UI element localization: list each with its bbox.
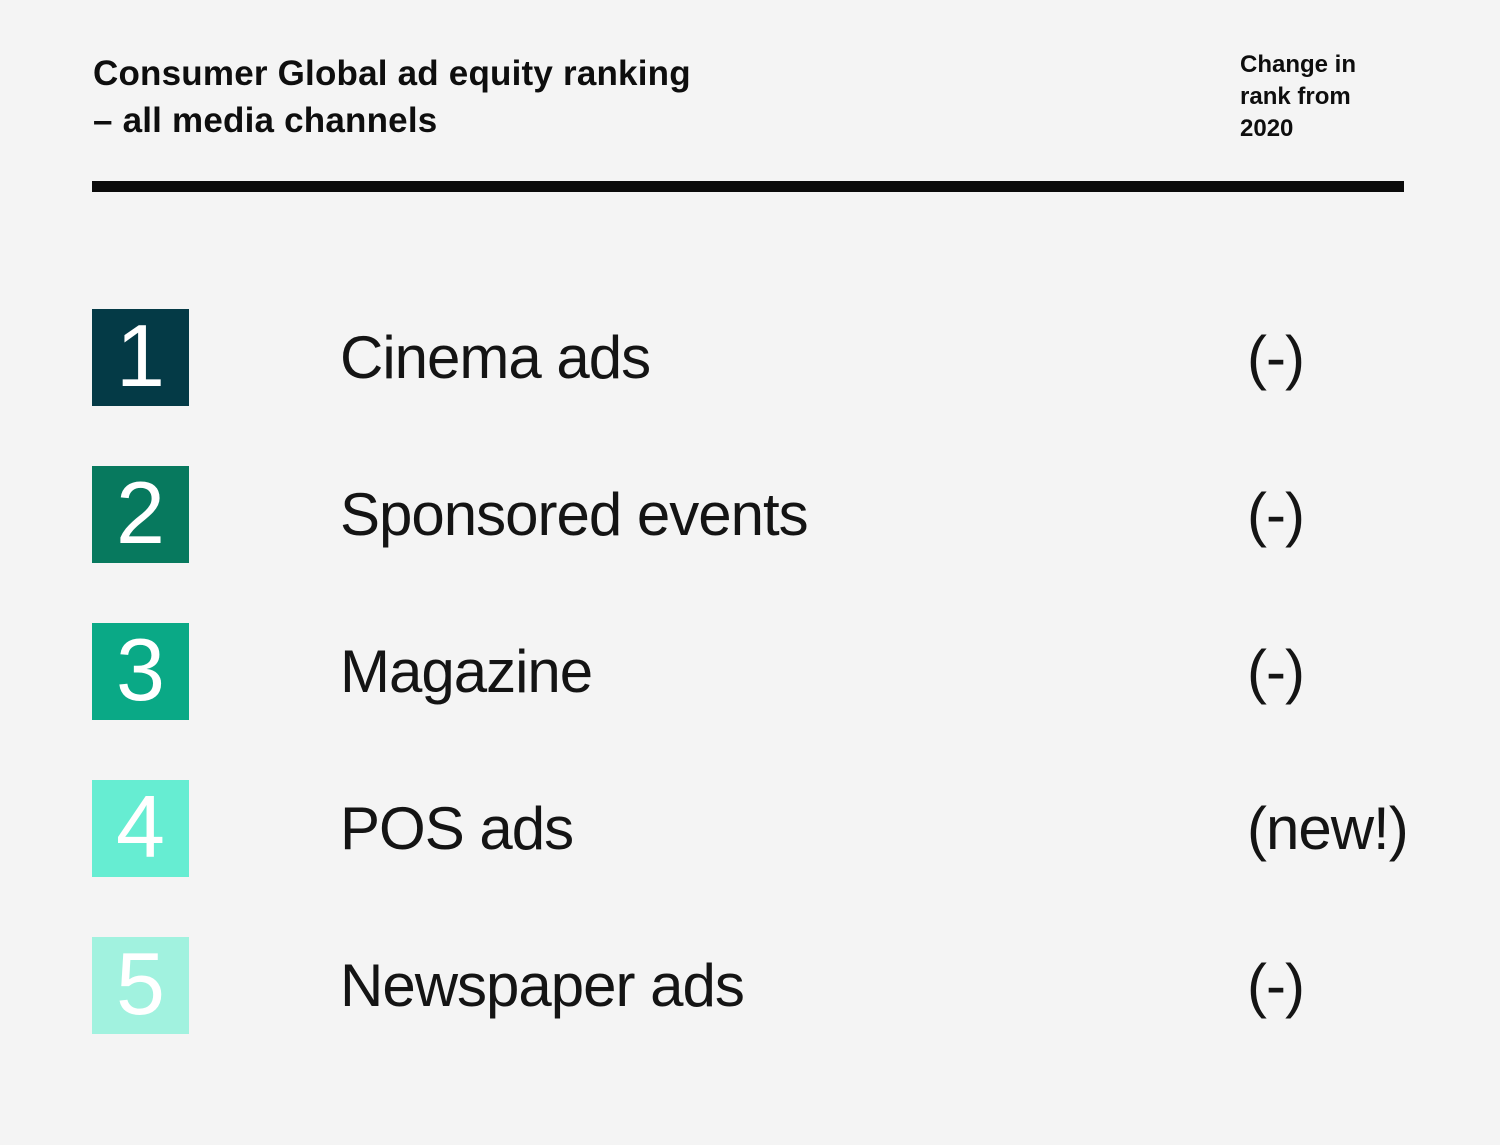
ranking-row: 3 Magazine (-) (92, 623, 1462, 720)
ranking-list: 1 Cinema ads (-) 2 Sponsored events (-) … (92, 309, 1462, 1094)
page-title-line1: Consumer Global ad equity ranking (93, 54, 691, 93)
change-indicator: (-) (1247, 952, 1305, 1019)
rank-badge: 5 (92, 937, 189, 1034)
channel-label: Sponsored events (340, 481, 809, 548)
rank-badge: 2 (92, 466, 189, 563)
channel-label: Magazine (340, 638, 593, 705)
change-indicator: (-) (1247, 638, 1305, 705)
ranking-row: 1 Cinema ads (-) (92, 309, 1462, 406)
ranking-row: 4 POS ads (new!) (92, 780, 1462, 877)
rank-badge: 3 (92, 623, 189, 720)
rank-number: 1 (116, 305, 165, 405)
change-indicator: (-) (1247, 481, 1305, 548)
rank-badge: 4 (92, 780, 189, 877)
change-indicator: (-) (1247, 324, 1305, 391)
change-indicator: (new!) (1247, 795, 1409, 862)
rank-number: 4 (116, 776, 165, 876)
ranking-row: 2 Sponsored events (-) (92, 466, 1462, 563)
header-divider-rule (92, 181, 1404, 192)
rank-number: 5 (116, 933, 165, 1033)
channel-label: Newspaper ads (340, 952, 745, 1019)
rank-badge: 1 (92, 309, 189, 406)
page-title: Consumer Global ad equity ranking – all … (93, 50, 691, 144)
ranking-row: 5 Newspaper ads (-) (92, 937, 1462, 1034)
rank-number: 3 (116, 619, 165, 719)
channel-label: Cinema ads (340, 324, 651, 391)
page-title-line2: – all media channels (93, 101, 438, 140)
channel-label: POS ads (340, 795, 574, 862)
change-column-header: Change in rank from 2020 (1240, 51, 1357, 142)
rank-number: 2 (116, 462, 165, 562)
